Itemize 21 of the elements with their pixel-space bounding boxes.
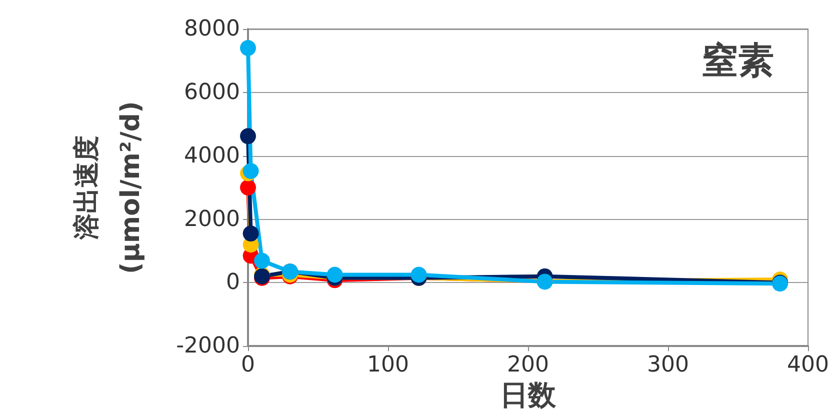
y-tick-label: 8000 bbox=[184, 16, 240, 42]
y-tick-label: 6000 bbox=[184, 80, 240, 105]
y-axis-title: 溶出速度 (μmol/m²/d) bbox=[72, 101, 146, 274]
y-tick-label: 4000 bbox=[184, 143, 240, 168]
y-tick-label: -2000 bbox=[176, 334, 240, 359]
x-tick-label: 200 bbox=[507, 352, 549, 378]
point bbox=[254, 252, 270, 269]
y-tick-label: 2000 bbox=[184, 206, 240, 232]
point bbox=[242, 163, 259, 180]
point bbox=[410, 266, 427, 283]
point bbox=[326, 266, 343, 283]
point bbox=[240, 128, 256, 144]
x-axis-title: 日数 bbox=[500, 378, 557, 412]
y-tick-label: 0 bbox=[226, 270, 240, 296]
x-tick-label: 300 bbox=[647, 352, 689, 378]
point bbox=[240, 180, 256, 196]
x-tick-label: 100 bbox=[367, 352, 409, 378]
point bbox=[240, 40, 256, 56]
x-tick-label: 400 bbox=[787, 352, 829, 378]
chart-title: 窒素 bbox=[702, 40, 774, 82]
point bbox=[242, 226, 259, 242]
